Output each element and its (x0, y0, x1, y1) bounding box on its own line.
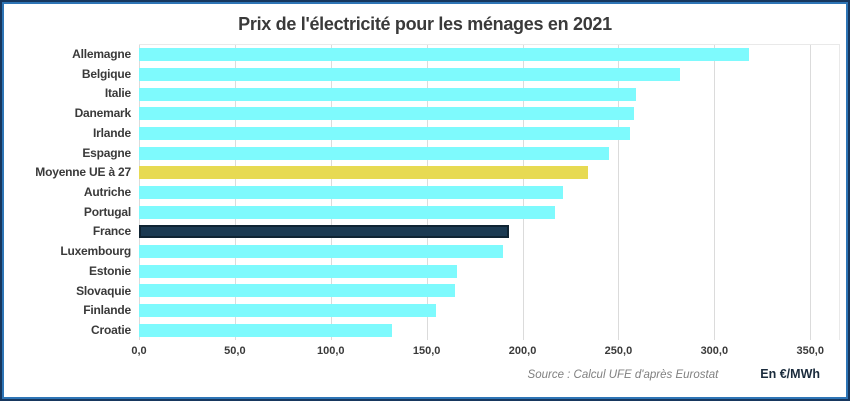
category-label: Danemark (74, 106, 132, 121)
category-label: Estonie (89, 263, 131, 278)
category-label: Allemagne (72, 46, 131, 61)
category-label: Autriche (83, 185, 131, 199)
bar (139, 323, 393, 337)
x-axis-ticks: 0,0 50,0 100,0 150,0 200,0 250,0 300,0 350,0 (131, 340, 839, 360)
bar (139, 284, 456, 298)
bar-row (139, 242, 839, 262)
x-axis: 0,0 50,0 100,0 150,0 200,0 250,0 300,0 350,0 (8, 340, 840, 360)
bar-row (139, 104, 839, 124)
bar-chart: Allemagne Belgique Italie Danemark Irlande Es… (8, 44, 840, 340)
chart-title: Prix de l'électricité pour les ménages e… (238, 14, 612, 34)
bar-row (139, 65, 839, 85)
x-tick-label: 100,0 (317, 345, 345, 357)
bar (139, 166, 588, 180)
bar (139, 304, 437, 318)
category-label: Croatie (91, 323, 131, 338)
category-label: Irlande (93, 125, 131, 140)
bar (139, 107, 634, 121)
gridline (810, 45, 812, 340)
category-label: Moyenne UE à 27 (35, 165, 131, 180)
category-label: Luxembourg (60, 244, 131, 259)
x-tick-label: 200,0 (508, 345, 537, 357)
bar (139, 225, 510, 239)
category-label: Espagne (82, 145, 131, 160)
y-axis-labels: Allemagne Belgique Italie Danemark Irlande Es… (8, 44, 139, 340)
x-tick-label: 50,0 (224, 345, 246, 357)
bar-row (139, 183, 839, 203)
source-note: Source : Calcul UFE d'après Eurostat (527, 369, 719, 381)
gridline (714, 45, 716, 340)
bar (139, 186, 563, 200)
x-tick-label: 250,0 (604, 345, 633, 357)
bar (139, 68, 680, 81)
bar-row (139, 45, 839, 65)
x-tick-label: 150,0 (412, 345, 441, 357)
bar (139, 48, 749, 62)
unit-label: En €/MWh (760, 367, 820, 381)
bar-row (139, 301, 839, 321)
bar-row (139, 222, 839, 242)
x-tick-label: 350,0 (796, 345, 824, 357)
bar-row (139, 281, 839, 301)
category-label: Belgique (81, 66, 131, 81)
category-label: Finlande (83, 303, 131, 318)
x-tick-label: 0,0 (131, 345, 147, 357)
bar-row (139, 143, 839, 163)
category-label: Portugal (83, 204, 131, 219)
bar-row (139, 202, 839, 222)
bar (139, 127, 630, 141)
x-axis-spacer (8, 340, 139, 360)
bar (139, 205, 556, 219)
bar-row (139, 261, 839, 281)
category-label: France (92, 224, 131, 239)
bar-row (139, 320, 839, 340)
bar (139, 87, 636, 101)
chart-footer: Source : Calcul UFE d'après Eurostat En … (8, 367, 842, 381)
plot-area (139, 44, 840, 340)
category-label: Italie (104, 86, 131, 101)
x-tick-label: 300,0 (700, 345, 729, 357)
bar-row (139, 163, 839, 183)
bar-row (139, 84, 839, 104)
bar (139, 146, 609, 160)
bar-row (139, 124, 839, 144)
bar (139, 245, 504, 259)
bar (139, 264, 458, 278)
category-label: Slovaquie (76, 283, 131, 298)
gridline (618, 45, 620, 340)
